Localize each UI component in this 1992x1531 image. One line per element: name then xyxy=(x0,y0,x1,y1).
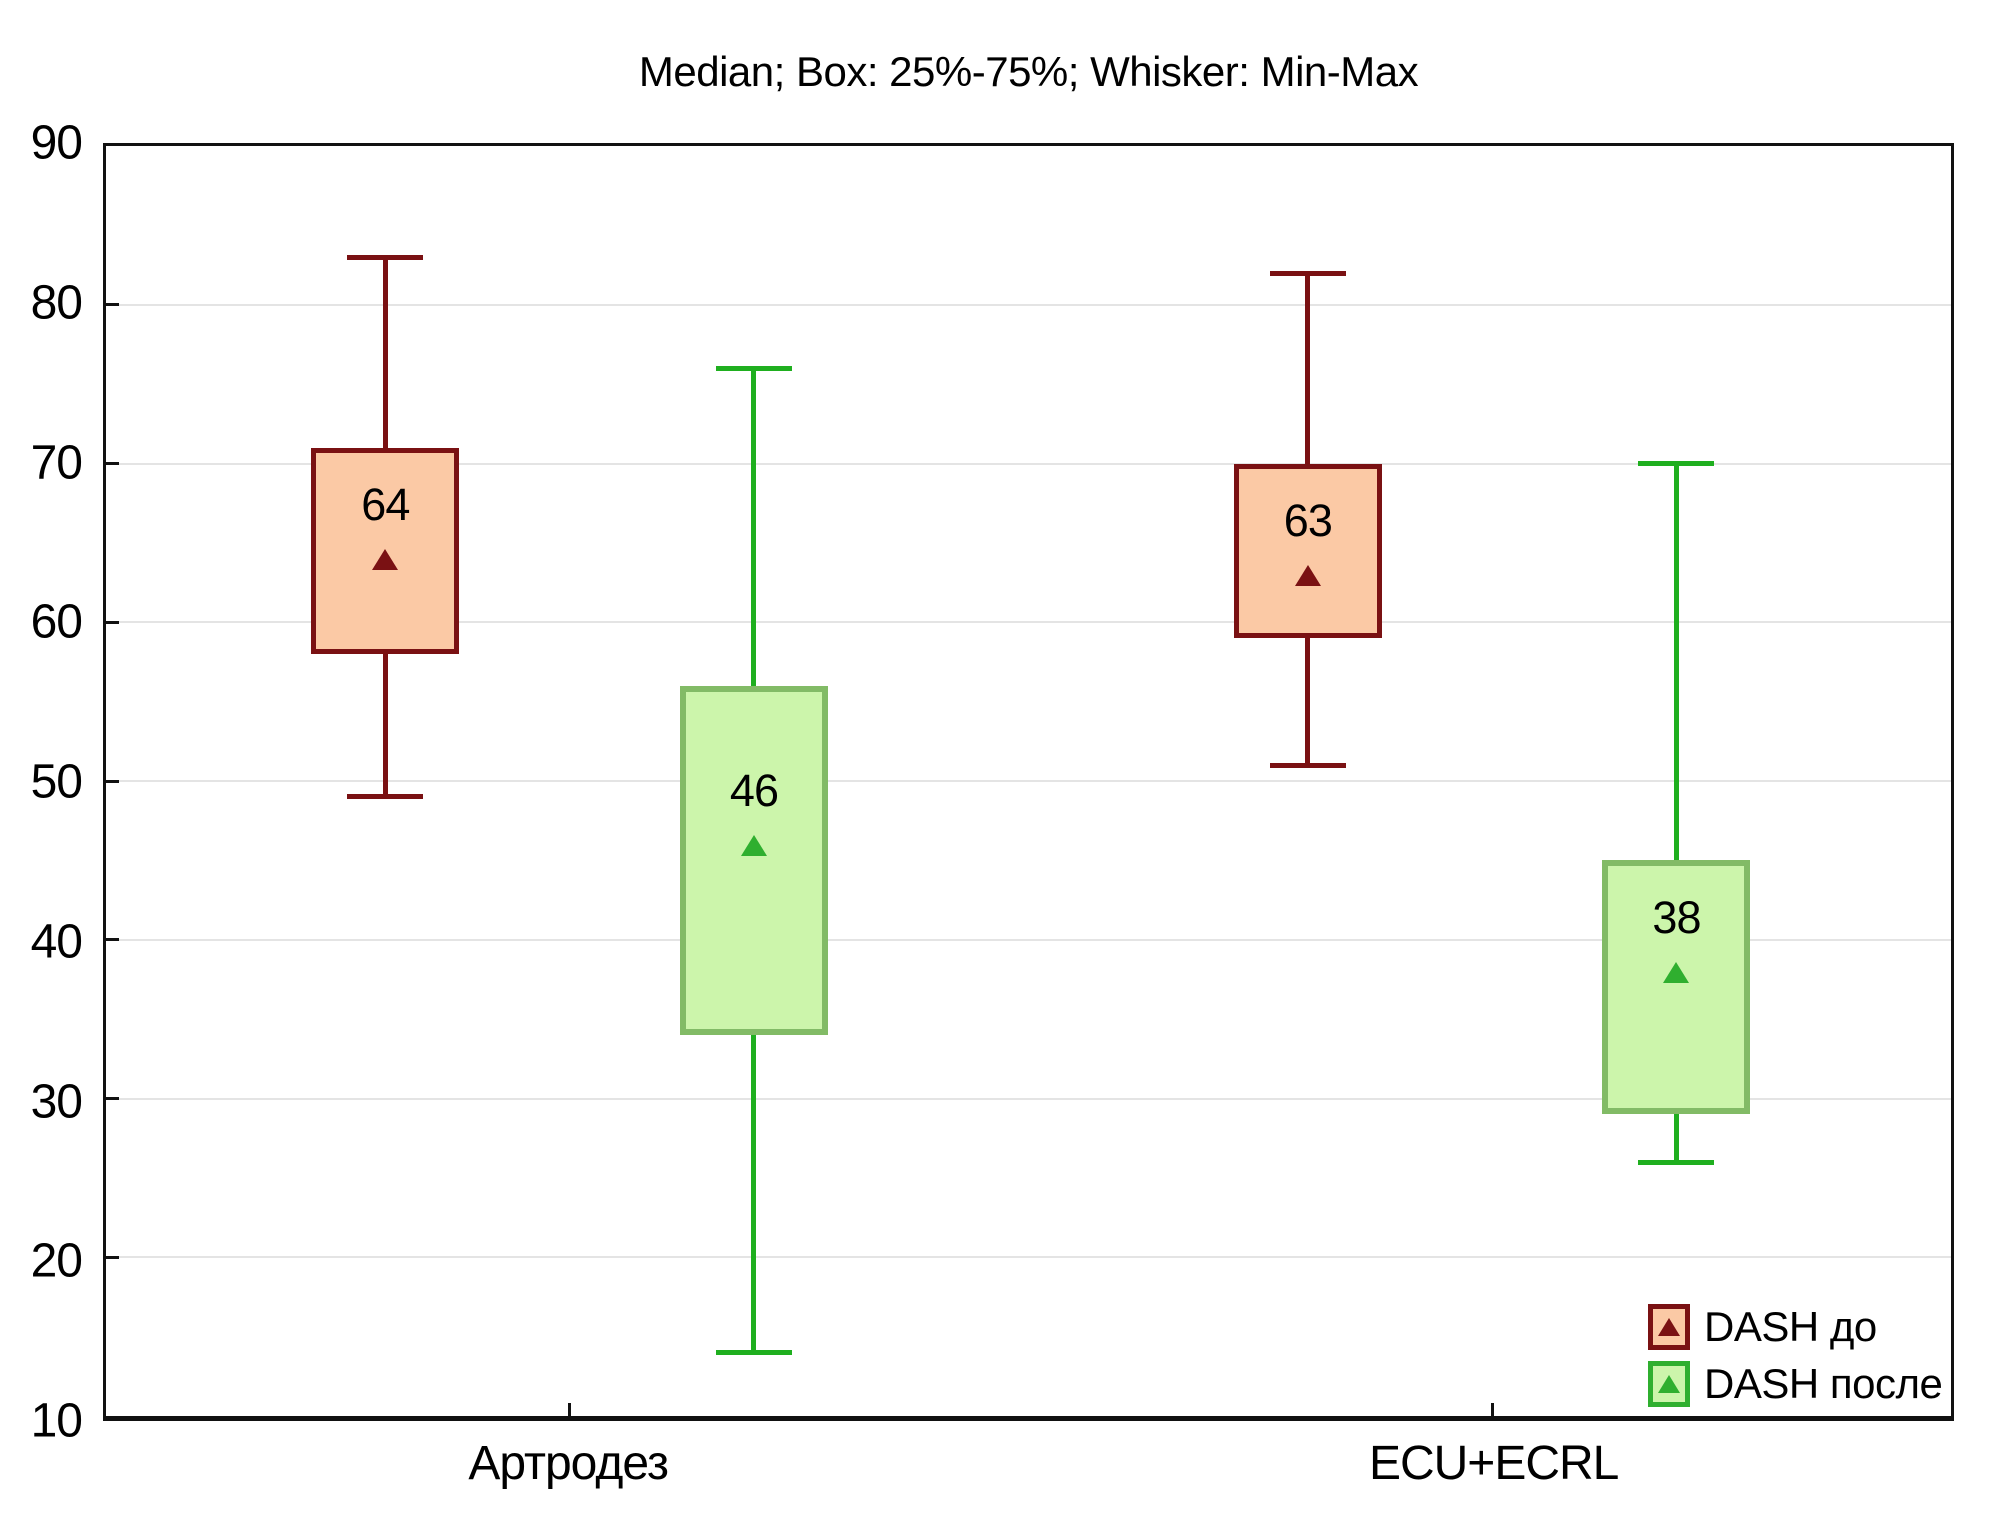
legend-label-dash-before: DASH до xyxy=(1704,1302,1877,1350)
y-tick xyxy=(106,1255,119,1259)
legend-item-dash-after: DASH после xyxy=(1648,1355,1943,1412)
y-tick-label: 90 xyxy=(30,116,83,170)
whisker-cap-min xyxy=(1638,1159,1715,1165)
y-tick xyxy=(106,1097,119,1100)
whisker-cap-min xyxy=(347,794,424,800)
gridline xyxy=(106,780,1951,782)
triangle-marker-icon xyxy=(1658,1374,1680,1393)
gridline xyxy=(106,938,1951,941)
y-tick-label: 50 xyxy=(30,755,83,809)
median-value-label: 46 xyxy=(729,764,779,816)
triangle-marker-icon xyxy=(1658,1317,1680,1336)
x-axis-labels: Артродез ECU+ECRL xyxy=(103,1430,1954,1500)
y-tick-label: 60 xyxy=(30,595,83,649)
median-marker-triangle xyxy=(1294,564,1321,586)
median-marker-triangle xyxy=(372,548,399,570)
chart-title: Median; Box: 25%-75%; Whisker: Min-Max xyxy=(638,48,1419,95)
legend-swatch-dash-after xyxy=(1648,1360,1690,1407)
whisker-cap-max xyxy=(1269,270,1346,276)
y-tick-label: 20 xyxy=(30,1234,83,1288)
median-value-label: 38 xyxy=(1652,891,1701,943)
x-category-label: Артродез xyxy=(468,1437,669,1490)
whisker-line xyxy=(1673,463,1679,1162)
y-tick xyxy=(106,462,119,465)
legend-swatch-dash-before xyxy=(1648,1303,1690,1350)
gridline xyxy=(106,462,1951,465)
gridline xyxy=(106,1256,1951,1259)
y-tick-label: 40 xyxy=(30,915,83,969)
whisker-cap-max xyxy=(347,254,424,260)
median-marker-triangle xyxy=(740,834,767,856)
y-tick xyxy=(106,303,119,307)
plot-area: 64 63 46 38 xyxy=(103,143,1954,1421)
y-tick-label: 10 xyxy=(30,1394,83,1448)
gridline xyxy=(106,303,1951,306)
legend-item-dash-before: DASH до xyxy=(1648,1298,1942,1355)
whisker-cap-min xyxy=(1269,762,1346,768)
box xyxy=(1602,860,1751,1115)
box xyxy=(679,685,828,1035)
gridline xyxy=(106,621,1951,624)
legend: DASH до DASH после xyxy=(1648,1298,1943,1412)
y-tick xyxy=(106,620,119,624)
median-value-label: 64 xyxy=(361,478,410,530)
y-axis-labels: 10 20 30 40 50 60 70 80 90 xyxy=(0,117,90,1448)
x-tick xyxy=(1490,1403,1494,1416)
y-tick-label: 80 xyxy=(30,276,83,330)
whisker-cap-max xyxy=(1638,461,1715,466)
y-tick-label: 70 xyxy=(30,436,83,489)
box xyxy=(1233,463,1382,639)
x-tick xyxy=(568,1403,572,1416)
legend-label-dash-after: DASH после xyxy=(1704,1359,1943,1407)
gridline xyxy=(106,1097,1951,1100)
y-tick xyxy=(106,779,119,783)
median-marker-triangle xyxy=(1663,961,1690,983)
whisker-cap-max xyxy=(715,365,792,371)
y-tick xyxy=(106,938,119,942)
x-category-label: ECU+ECRL xyxy=(1368,1437,1619,1490)
whisker-cap-min xyxy=(715,1350,792,1355)
median-value-label: 63 xyxy=(1283,494,1333,546)
y-tick-label: 30 xyxy=(30,1075,83,1128)
